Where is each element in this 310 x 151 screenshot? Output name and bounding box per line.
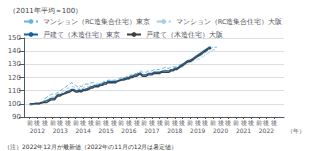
svg-text:後: 後 (34, 119, 40, 126)
svg-text:後: 後 (241, 119, 247, 126)
svg-text:2022: 2022 (259, 127, 274, 134)
svg-text:後: 後 (157, 119, 163, 126)
svg-text:マンション（RC造集合住宅）東京: マンション（RC造集合住宅）東京 (43, 18, 150, 26)
svg-text:前: 前 (95, 119, 101, 126)
svg-text:前: 前 (164, 119, 170, 126)
svg-text:2013: 2013 (53, 127, 68, 134)
svg-text:後: 後 (179, 119, 185, 126)
svg-text:前: 前 (73, 119, 79, 126)
svg-text:戸建て（木造住宅）東京: 戸建て（木造住宅）東京 (43, 31, 120, 39)
svg-text:後: 後 (248, 119, 254, 126)
svg-text:（注）2022年12月が最新値（2022年の11月の12月は: （注）2022年12月が最新値（2022年の11月の12月は暑定値） (4, 143, 177, 151)
svg-text:（2011年平均＝100）: （2011年平均＝100） (9, 7, 82, 15)
svg-text:後: 後 (225, 119, 231, 126)
svg-text:90: 90 (12, 113, 21, 121)
svg-text:後: 後 (65, 119, 71, 126)
svg-text:前: 前 (256, 119, 262, 126)
svg-text:前: 前 (210, 119, 216, 126)
svg-text:140: 140 (8, 47, 21, 55)
svg-text:前: 前 (233, 119, 239, 126)
svg-text:2021: 2021 (236, 127, 251, 134)
svg-text:後: 後 (271, 119, 277, 126)
svg-text:2014: 2014 (76, 127, 91, 134)
svg-text:後: 後 (103, 119, 109, 126)
svg-text:130: 130 (8, 60, 21, 68)
svg-text:マンション（RC造集合住宅）大阪: マンション（RC造集合住宅）大阪 (176, 18, 283, 26)
svg-text:2015: 2015 (98, 127, 113, 134)
svg-text:2018: 2018 (167, 127, 182, 134)
svg-text:後: 後 (218, 119, 224, 126)
svg-text:後: 後 (111, 119, 117, 126)
svg-text:後: 後 (88, 119, 94, 126)
svg-text:前: 前 (118, 119, 124, 126)
svg-text:後: 後 (172, 119, 178, 126)
svg-text:前: 前 (50, 119, 56, 126)
svg-text:後: 後 (263, 119, 269, 126)
svg-text:後: 後 (134, 119, 140, 126)
svg-text:2016: 2016 (121, 127, 136, 134)
svg-text:（年）: （年） (287, 127, 305, 135)
svg-text:前: 前 (27, 119, 33, 126)
svg-text:100: 100 (8, 100, 21, 108)
svg-text:120: 120 (8, 74, 21, 82)
svg-text:2012: 2012 (30, 127, 45, 134)
svg-text:2017: 2017 (144, 127, 159, 134)
svg-text:前: 前 (141, 119, 147, 126)
svg-text:150: 150 (8, 34, 21, 42)
svg-text:2020: 2020 (213, 127, 228, 134)
svg-text:後: 後 (149, 119, 155, 126)
svg-text:後: 後 (202, 119, 208, 126)
svg-text:前: 前 (187, 119, 193, 126)
svg-text:後: 後 (80, 119, 86, 126)
svg-text:戸建て（木造住宅）大阪: 戸建て（木造住宅）大阪 (146, 31, 223, 39)
svg-text:後: 後 (126, 119, 132, 126)
svg-text:2019: 2019 (190, 127, 205, 134)
svg-text:後: 後 (57, 119, 63, 126)
svg-text:後: 後 (42, 119, 48, 126)
svg-text:後: 後 (195, 119, 201, 126)
svg-text:110: 110 (8, 87, 21, 95)
